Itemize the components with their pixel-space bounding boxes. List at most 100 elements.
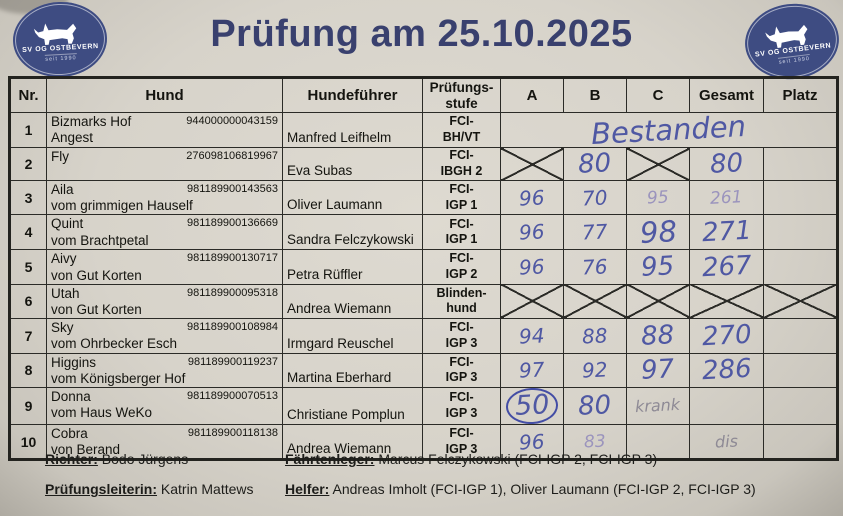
table-row: 3 Aila vom grimmigen Hauself 98118990014… <box>9 179 838 216</box>
results-table: Nr. Hund Hundeführer Prüfungs- stufe A B… <box>8 76 839 462</box>
dog-cell: Donna vom Haus WeKo 981189900070513 <box>46 386 283 425</box>
level-cell: FCI- IGP 3 <box>422 386 501 425</box>
score-a: 96 <box>500 423 564 461</box>
page-title: Prüfung am 25.10.2025 <box>210 13 633 55</box>
table-row: 1 Bizmarks Hof Angest 944000000043159 Ma… <box>9 112 838 148</box>
score-a-crossed <box>500 147 564 181</box>
dog-kennel: vom Königsberger Hof <box>51 370 186 386</box>
col-header-b: B <box>563 77 627 113</box>
tracklayer-label: Fährtenleger: <box>285 451 375 467</box>
score-total-crossed <box>689 283 764 320</box>
level-cell: FCI- IGP 3 <box>422 352 501 388</box>
dog-cell: Aila vom grimmigen Hauself 9811899001435… <box>46 179 283 216</box>
dog-silhouette-icon <box>765 24 808 48</box>
table-row: 7 Sky vom Ohrbecker Esch 981189900108984… <box>9 318 838 354</box>
dog-name: Utah <box>51 285 80 301</box>
table-row: 10 Cobra von Berand 981189900118138 Andr… <box>9 423 838 461</box>
dog-kennel: von Gut Korten <box>51 301 142 317</box>
score-c: 95 <box>626 249 690 285</box>
score-c: 88 <box>626 318 690 354</box>
table-row: 2 Fly 276098106819967 Eva Subas FCI- IBG… <box>9 147 838 181</box>
club-logo-left: SV OG OSTBEVERN seit 1990 <box>11 0 109 80</box>
dog-kennel: vom Ohrbecker Esch <box>51 336 178 352</box>
trial-leader-line: Prüfungsleiterin: Katrin Mattews <box>45 481 254 497</box>
score-total: 286 <box>689 352 764 388</box>
handler-name: Irmgard Reuschel <box>282 318 423 354</box>
trial-leader-name: Katrin Mattews <box>160 481 254 497</box>
table-row: 9 Donna vom Haus WeKo 981189900070513 Ch… <box>9 386 838 425</box>
score-total: 80 <box>689 147 764 181</box>
dog-kennel: Angest <box>51 130 94 146</box>
score-place <box>763 214 838 251</box>
score-a-crossed <box>500 283 564 320</box>
chip-number: 981189900119237 <box>187 355 278 368</box>
chip-number: 981189900136669 <box>187 217 278 230</box>
club-since: seit 1990 <box>778 53 811 66</box>
score-place <box>763 423 838 461</box>
score-b: 92 <box>563 352 627 388</box>
score-place <box>763 318 838 354</box>
helper-label: Helfer: <box>285 481 330 497</box>
score-total: dis <box>689 423 764 461</box>
handler-name: Andrea Wiemann <box>282 283 423 320</box>
dog-cell: Fly 276098106819967 <box>46 147 283 181</box>
level-cell: FCI- IGP 1 <box>422 214 501 251</box>
score-c: 98 <box>626 214 690 251</box>
score-b-crossed <box>563 283 627 320</box>
table-row: 4 Quint vom Brachtpetal 981189900136669 … <box>9 214 838 251</box>
tracklayer-line: Fährtenleger: Marcus Felczykowski (FCI-I… <box>285 451 657 467</box>
table-row: 8 Higgins vom Königsberger Hof 981189900… <box>9 352 838 388</box>
helper-names: Andreas Imholt (FCI-IGP 1), Oliver Lauma… <box>332 481 756 497</box>
col-header-c: C <box>626 77 690 113</box>
judge-name: Bodo Jürgens <box>101 451 189 467</box>
score-a: 96 <box>500 214 564 251</box>
col-header-a: A <box>500 77 564 113</box>
chip-number: 981189900070513 <box>187 389 278 402</box>
chip-number: 276098106819967 <box>186 150 278 162</box>
handler-name: Petra Rüffler <box>282 249 423 285</box>
dog-name: Fly <box>51 149 69 164</box>
dog-cell: Utah von Gut Korten 981189900095318 <box>46 283 283 320</box>
col-header-level: Prüfungs- stufe <box>422 77 501 113</box>
dog-cell: Higgins vom Königsberger Hof 98118990011… <box>46 352 283 388</box>
dog-cell: Cobra von Berand 981189900118138 <box>46 423 283 461</box>
score-a: 94 <box>500 318 564 354</box>
level-cell: FCI- IBGH 2 <box>422 147 501 181</box>
score-c-crossed <box>626 147 690 181</box>
handler-name: Sandra Felczykowski <box>282 214 423 251</box>
score-b: 77 <box>563 214 627 251</box>
handler-name: Oliver Laumann <box>282 179 423 216</box>
score-c: 97 <box>626 352 690 388</box>
dog-name: Bizmarks Hof <box>51 114 132 129</box>
col-header-handler: Hundeführer <box>282 77 423 113</box>
score-total <box>689 386 764 425</box>
row-number: 2 <box>9 147 47 181</box>
merged-result-cell: Bestanden <box>500 112 838 148</box>
score-place <box>763 147 838 181</box>
dog-cell: Sky vom Ohrbecker Esch 981189900108984 <box>46 318 283 354</box>
row-number: 4 <box>9 214 47 251</box>
col-header-nr: Nr. <box>9 77 47 113</box>
table-row: 6 Utah von Gut Korten 981189900095318 An… <box>9 283 838 320</box>
table-row: 5 Aivy von Gut Korten 981189900130717 Pe… <box>9 249 838 285</box>
score-c <box>626 423 690 461</box>
dog-silhouette-icon <box>33 23 77 45</box>
row-number: 10 <box>9 423 47 461</box>
score-c: 95 <box>626 179 690 216</box>
dog-name: Cobra <box>51 425 88 441</box>
row-number: 9 <box>9 386 47 425</box>
row-number: 1 <box>9 112 47 148</box>
score-total: 267 <box>689 249 764 285</box>
handler-name: Manfred Leifhelm <box>282 112 423 148</box>
score-b: 80 <box>563 147 627 181</box>
score-c: krank <box>626 386 690 425</box>
dog-name: Quint <box>51 216 84 232</box>
score-a: 97 <box>500 352 564 388</box>
helper-line: Helfer: Andreas Imholt (FCI-IGP 1), Oliv… <box>285 481 756 497</box>
score-b: 80 <box>563 386 627 425</box>
level-cell: FCI- BH/VT <box>422 112 501 148</box>
score-place <box>763 386 838 425</box>
col-header-dog: Hund <box>46 77 283 113</box>
level-cell: FCI- IGP 3 <box>422 423 501 461</box>
